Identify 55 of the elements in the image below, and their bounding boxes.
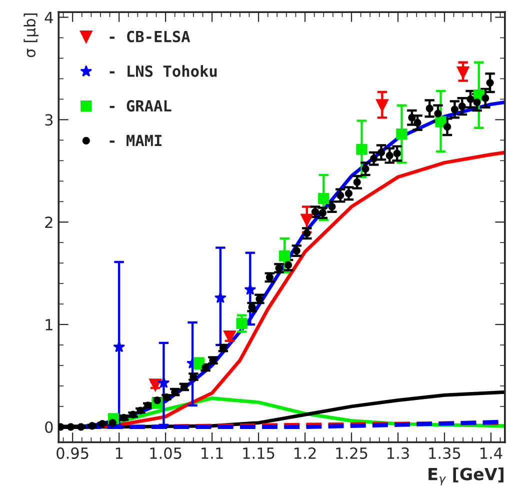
point xyxy=(214,292,226,304)
x-tick-label: 1.1 xyxy=(202,448,223,459)
point xyxy=(486,78,494,87)
legend-label: - LNS Tohoku xyxy=(110,65,217,77)
point xyxy=(408,114,416,122)
y-tick-label: 4 xyxy=(44,12,53,24)
x-tick-label: 1.4 xyxy=(480,448,502,459)
y-tick-label: 2 xyxy=(45,216,52,228)
point xyxy=(344,190,353,198)
x-tick-label: 1.15 xyxy=(243,448,274,459)
x-tick-label: 1 xyxy=(116,448,123,459)
x-tick-label: 1.2 xyxy=(294,447,316,459)
y-tick-label: 3 xyxy=(45,114,53,126)
point xyxy=(386,152,394,160)
point xyxy=(466,95,474,104)
point xyxy=(244,283,256,295)
point xyxy=(450,106,459,114)
point xyxy=(356,144,368,155)
point xyxy=(158,376,170,388)
x-tick-label: 1.35 xyxy=(429,447,460,459)
x-tick-label: 1.25 xyxy=(336,447,368,459)
point xyxy=(336,192,344,200)
point xyxy=(434,110,442,118)
point xyxy=(458,102,466,110)
legend-label: - CB-ELSA xyxy=(110,30,190,42)
point xyxy=(377,148,386,156)
x-tick-label: 1.05 xyxy=(150,447,182,459)
legend-label: - MAMI xyxy=(110,134,162,146)
point xyxy=(414,118,422,127)
legend-label: - GRAAL xyxy=(110,100,172,112)
point xyxy=(318,192,330,204)
point xyxy=(443,123,452,131)
point xyxy=(482,94,490,102)
point xyxy=(362,165,370,173)
point xyxy=(473,98,481,106)
point xyxy=(376,99,388,112)
point xyxy=(303,230,311,238)
point xyxy=(396,128,408,140)
point xyxy=(279,250,290,262)
point xyxy=(393,150,401,158)
point xyxy=(284,261,292,269)
y-tick-label: 1 xyxy=(46,319,52,330)
point xyxy=(456,66,470,79)
point xyxy=(236,318,248,330)
point xyxy=(370,154,378,162)
x-tick-label: 0.95 xyxy=(56,447,88,459)
x-tick-label: 1.3 xyxy=(388,447,409,459)
point xyxy=(426,104,434,112)
y-tick-label: 0 xyxy=(45,421,53,433)
point xyxy=(300,214,314,226)
point xyxy=(113,340,126,352)
point xyxy=(353,178,361,186)
point xyxy=(292,246,300,255)
x-axis-title: E$_{γ}$ [GeV] xyxy=(428,467,504,486)
y-axis-title: σ [μb] xyxy=(24,13,39,58)
